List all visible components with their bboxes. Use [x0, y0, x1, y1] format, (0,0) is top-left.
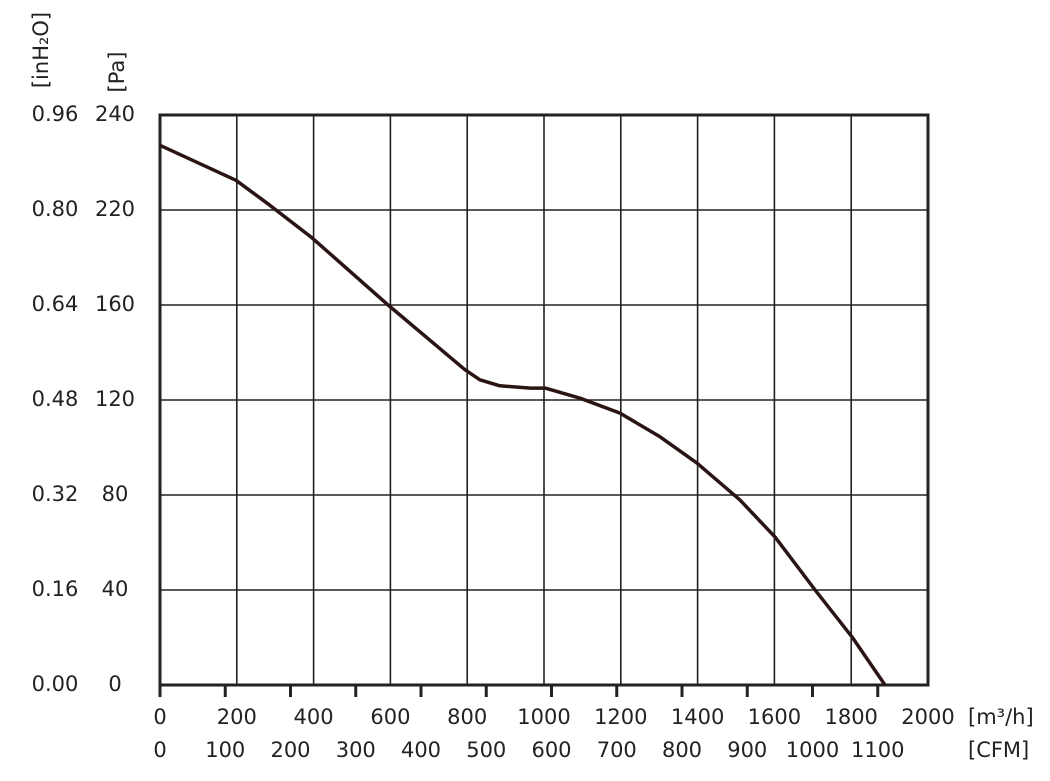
y-axis-title: [inH₂O] — [29, 12, 53, 88]
x2-tick-label: 600 — [531, 738, 571, 762]
y-tick-label: 0.80 — [32, 197, 79, 221]
y2-tick-label: 80 — [102, 482, 129, 506]
x2-tick-label: 1100 — [851, 738, 904, 762]
x2-tick-label: 0 — [153, 738, 166, 762]
x-tick-label: 600 — [370, 705, 410, 729]
x2-axis-title: [CFM] — [968, 738, 1029, 762]
y2-tick-label: 120 — [95, 387, 135, 411]
x-tick-label: 1800 — [824, 705, 877, 729]
y-tick-label: 0.16 — [32, 577, 79, 601]
x-tick-label: 1600 — [748, 705, 801, 729]
y-tick-label: 0.32 — [32, 482, 79, 506]
y2-tick-label: 160 — [95, 292, 135, 316]
x-tick-label: 0 — [153, 705, 166, 729]
x-tick-label: 400 — [294, 705, 334, 729]
y2-tick-label: 240 — [95, 102, 135, 126]
curve — [159, 143, 887, 686]
x-tick-label: 2000 — [901, 705, 954, 729]
x2-tick-label: 200 — [270, 738, 310, 762]
y-tick-label: 0.96 — [32, 102, 79, 126]
x2-tick-label: 300 — [336, 738, 376, 762]
x-tick-label: 1400 — [671, 705, 724, 729]
x-tick-label: 1200 — [594, 705, 647, 729]
y2-tick-label: 40 — [102, 577, 129, 601]
x2-tick-label: 100 — [205, 738, 245, 762]
y-tick-label: 0.48 — [32, 387, 79, 411]
x-tick-label: 800 — [447, 705, 487, 729]
x2-tick-label: 400 — [401, 738, 441, 762]
y2-tick-label: 220 — [95, 197, 135, 221]
y2-axis-title: [Pa] — [105, 52, 129, 93]
x-tick-label: 1000 — [517, 705, 570, 729]
y2-tick-label: 0 — [108, 672, 121, 696]
x2-tick-label: 900 — [727, 738, 767, 762]
x-tick-label: 200 — [217, 705, 257, 729]
x2-tick-label: 700 — [597, 738, 637, 762]
x2-tick-label: 800 — [662, 738, 702, 762]
plot-frame — [158, 113, 930, 687]
x2-tick-label: 500 — [466, 738, 506, 762]
y-tick-label: 0.00 — [32, 672, 79, 696]
y-tick-label: 0.64 — [32, 292, 79, 316]
x2-tick-label: 1000 — [786, 738, 839, 762]
x-axis-title: [m³/h] — [968, 705, 1034, 729]
